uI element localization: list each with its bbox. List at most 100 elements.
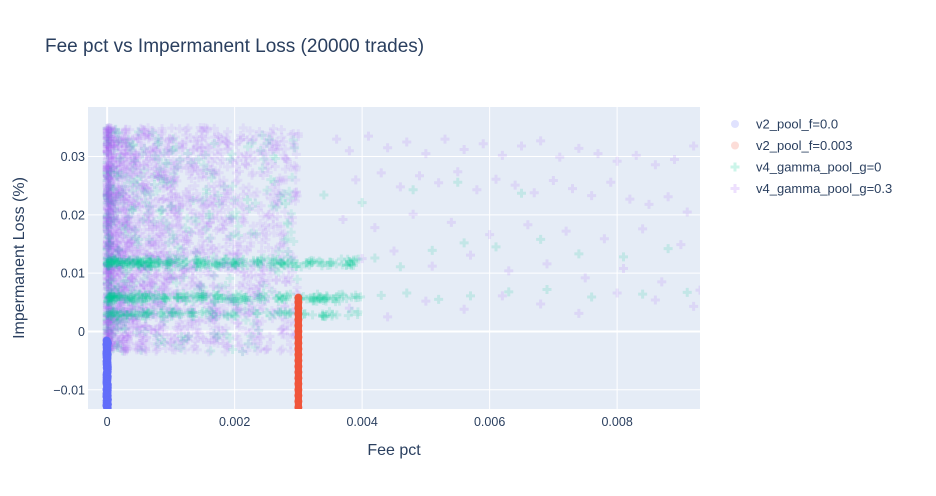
cloud-marker	[104, 257, 114, 267]
cloud-marker	[127, 231, 137, 241]
x-axis-ticks: 0 0.002 0.004 0.006 0.008	[104, 415, 633, 429]
cloud-marker	[118, 337, 128, 347]
cloud-marker	[103, 125, 113, 135]
cloud-marker	[258, 211, 268, 221]
cloud-marker	[102, 265, 112, 275]
cloud-marker	[197, 294, 207, 304]
legend-item-label[interactable]: v2_pool_f=0.0	[756, 117, 838, 132]
cloud-marker	[102, 279, 112, 289]
band-marker	[126, 293, 136, 303]
cloud-marker	[287, 218, 297, 228]
cloud-marker	[177, 320, 187, 330]
band-marker	[144, 256, 154, 266]
cloud-marker	[269, 177, 279, 187]
cloud-marker	[133, 321, 143, 331]
cloud-marker	[228, 344, 238, 354]
band-marker	[309, 296, 319, 306]
cloud-marker	[103, 290, 113, 300]
cloud-marker	[272, 202, 282, 212]
cloud-marker	[104, 131, 114, 141]
band-marker	[278, 294, 288, 304]
cloud-marker	[122, 327, 132, 337]
cloud-marker	[202, 172, 212, 182]
band-marker	[131, 255, 141, 265]
band-marker	[239, 254, 249, 264]
cloud-marker	[165, 312, 175, 322]
cloud-marker	[161, 240, 171, 250]
cloud-marker	[141, 287, 151, 297]
cloud-marker	[164, 307, 174, 317]
band-marker	[165, 292, 175, 302]
band-marker	[129, 297, 139, 307]
cloud-marker	[110, 136, 120, 146]
legend-item-label[interactable]: v4_gamma_pool_g=0.3	[756, 181, 892, 196]
cloud-marker	[150, 270, 160, 280]
cloud-marker	[248, 168, 258, 178]
cloud-marker	[204, 305, 214, 315]
band-marker	[276, 257, 286, 267]
cloud-marker	[108, 295, 118, 305]
cloud-marker	[155, 255, 165, 265]
legend-item-label[interactable]: v2_pool_f=0.003	[756, 138, 853, 153]
band-marker	[134, 290, 144, 300]
cloud-marker	[138, 307, 148, 317]
cloud-marker	[103, 187, 113, 197]
cloud-marker	[126, 291, 136, 301]
cloud-marker	[114, 262, 124, 272]
cloud-marker	[191, 336, 201, 346]
data-point	[427, 245, 437, 255]
cloud-marker	[174, 205, 184, 215]
cloud-marker	[110, 125, 120, 135]
cloud-marker	[157, 206, 167, 216]
data-point	[166, 201, 176, 211]
cloud-marker	[257, 246, 267, 256]
band-marker	[127, 261, 137, 271]
legend-item-label[interactable]: v4_gamma_pool_g=0	[756, 160, 881, 175]
band-marker	[306, 293, 316, 303]
y-tick-label: 0.03	[61, 150, 85, 164]
cloud-marker	[114, 314, 124, 324]
cloud-marker	[172, 220, 182, 230]
cloud-marker	[144, 338, 154, 348]
cloud-marker	[179, 251, 189, 261]
cloud-marker	[107, 274, 117, 284]
cloud-marker	[105, 141, 115, 151]
cloud-marker	[214, 224, 224, 234]
cloud-marker	[124, 337, 134, 347]
cloud-marker	[103, 226, 113, 236]
cloud-marker	[103, 261, 113, 271]
cloud-marker	[208, 157, 218, 167]
cloud-marker	[165, 307, 175, 317]
cloud-marker	[121, 219, 131, 229]
data-point	[370, 223, 380, 233]
band-marker	[316, 293, 326, 303]
cloud-marker	[102, 145, 112, 155]
cloud-marker	[107, 329, 117, 339]
cloud-marker	[124, 197, 134, 207]
band-marker	[126, 255, 136, 265]
band-marker	[307, 258, 317, 268]
cloud-marker	[171, 250, 181, 260]
band-marker	[103, 311, 113, 321]
cloud-marker	[136, 164, 146, 174]
data-point	[676, 240, 686, 250]
band-marker	[277, 294, 287, 304]
band-marker	[353, 292, 363, 302]
cloud-marker	[234, 280, 244, 290]
cloud-marker	[143, 164, 153, 174]
cloud-marker	[163, 196, 173, 206]
cloud-marker	[102, 214, 112, 224]
cloud-marker	[114, 253, 124, 263]
plot-area[interactable]	[88, 107, 700, 409]
cloud-marker	[128, 211, 138, 221]
cloud-marker	[104, 125, 114, 135]
cloud-marker	[246, 228, 256, 238]
cloud-marker	[289, 188, 299, 198]
cloud-marker	[167, 220, 177, 230]
cloud-marker	[190, 256, 200, 266]
cloud-marker	[102, 259, 112, 269]
cloud-marker	[274, 242, 284, 252]
cloud-marker	[199, 160, 209, 170]
cloud-marker	[280, 189, 290, 199]
cloud-marker	[105, 200, 115, 210]
